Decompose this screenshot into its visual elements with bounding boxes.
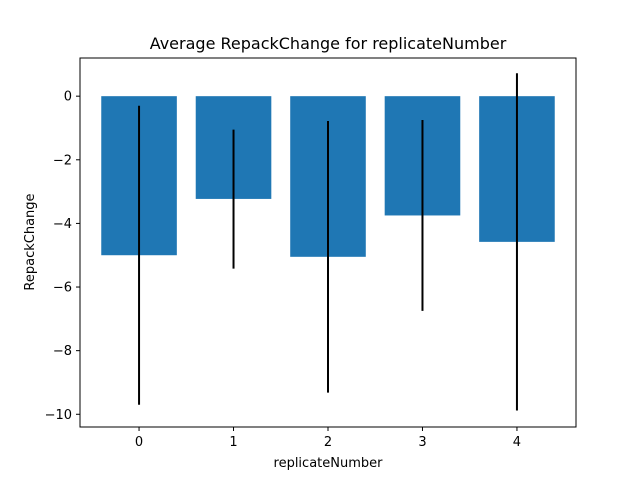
y-axis: 0 −2 −4 −6 −8 −10 <box>45 90 80 423</box>
x-axis: 0 1 2 3 4 <box>135 427 521 450</box>
x-tick-label: 4 <box>513 435 521 450</box>
x-axis-label: replicateNumber <box>274 456 384 471</box>
chart-title: Average RepackChange for replicateNumber <box>150 34 507 53</box>
y-tick-label: −4 <box>53 217 72 232</box>
x-tick-label: 1 <box>229 435 237 450</box>
y-tick-label: −10 <box>45 408 72 423</box>
y-tick-label: −8 <box>53 344 72 359</box>
y-tick-label: 0 <box>64 90 72 105</box>
y-axis-label: RepackChange <box>23 193 38 290</box>
x-tick-label: 2 <box>324 435 332 450</box>
x-tick-label: 0 <box>135 435 143 450</box>
error-bars-layer <box>138 73 518 411</box>
y-tick-label: −2 <box>53 153 72 168</box>
x-tick-label: 3 <box>418 435 426 450</box>
y-tick-label: −6 <box>53 281 72 296</box>
